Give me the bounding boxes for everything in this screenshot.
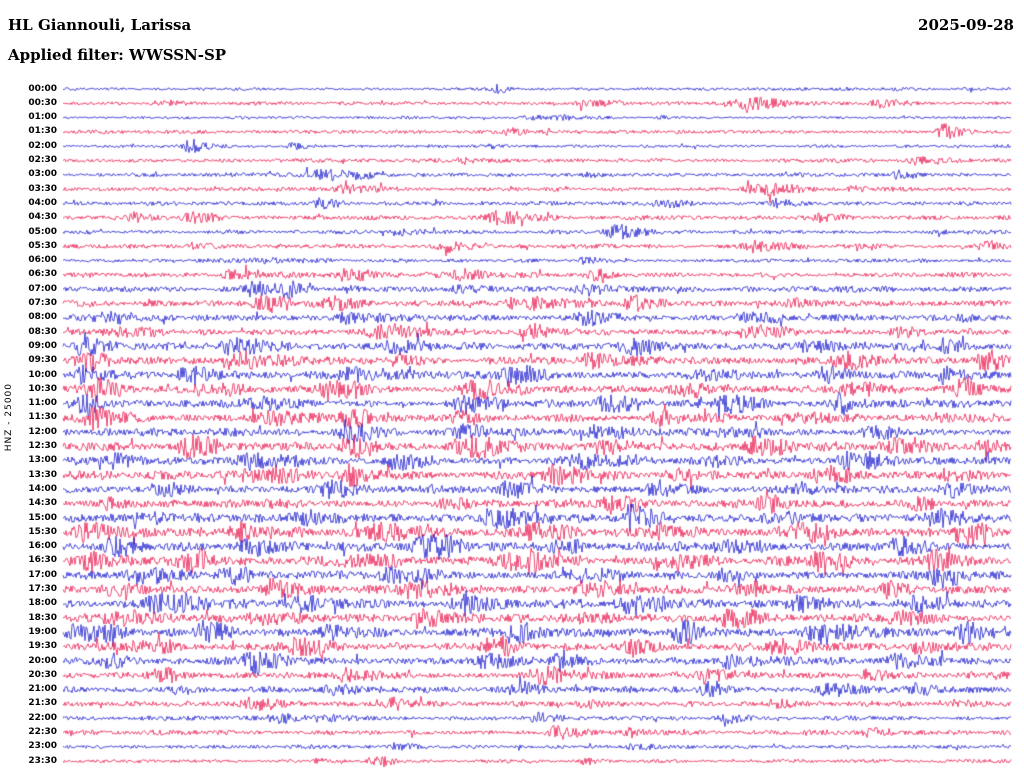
time-label: 13:30 (28, 469, 57, 480)
time-label: 22:30 (28, 727, 57, 737)
time-label: 16:30 (28, 555, 57, 566)
time-label: 12:30 (28, 441, 57, 451)
time-label: 11:00 (28, 398, 57, 409)
time-label: 07:00 (28, 283, 57, 294)
time-label: 12:00 (28, 426, 57, 437)
time-label: 05:00 (28, 226, 57, 237)
time-label: 09:30 (28, 355, 57, 366)
time-label: 23:00 (28, 741, 57, 752)
time-label: 15:00 (28, 512, 57, 523)
time-label: 19:30 (28, 641, 57, 652)
time-label: 14:00 (28, 483, 57, 494)
time-label: 07:30 (28, 298, 57, 308)
time-label: 11:30 (28, 412, 57, 423)
time-label: 06:00 (28, 255, 57, 266)
time-label: 20:30 (28, 669, 57, 680)
time-label: 01:30 (28, 126, 57, 137)
time-label: 20:00 (28, 655, 57, 666)
time-label: 18:30 (28, 612, 57, 623)
time-label: 14:30 (28, 498, 57, 509)
time-label: 21:00 (28, 684, 57, 695)
time-label: 22:00 (28, 712, 57, 723)
time-labels: 00:00 00:30 01:00 01:30 02:00 02:30 03:00 03:30… (0, 0, 60, 780)
time-label: 06:30 (28, 269, 57, 280)
time-label: 15:30 (28, 526, 57, 537)
time-label: 19:00 (28, 626, 57, 637)
time-label: 02:30 (28, 155, 57, 165)
filter-label: Applied filter: WWSSN-SP (8, 46, 227, 64)
time-label: 10:00 (28, 369, 57, 380)
time-label: 21:30 (28, 698, 57, 709)
time-label: 08:30 (28, 326, 57, 337)
time-label: 04:00 (28, 197, 57, 208)
time-label: 05:30 (28, 240, 57, 251)
time-label: 00:30 (28, 97, 57, 108)
time-label: 23:30 (28, 755, 57, 766)
time-label: 01:00 (28, 112, 57, 123)
time-label: 04:30 (28, 212, 57, 223)
time-label: 13:00 (28, 455, 57, 466)
time-label: 10:30 (28, 383, 57, 394)
time-label: 00:00 (28, 83, 57, 94)
time-label: 08:00 (28, 312, 57, 323)
time-label: 17:00 (28, 569, 57, 580)
time-label: 02:00 (28, 140, 57, 151)
time-label: 17:30 (28, 584, 57, 594)
time-label: 03:30 (28, 183, 57, 194)
time-label: 16:00 (28, 541, 57, 552)
time-label: 03:00 (28, 169, 57, 180)
station-title: HL Giannouli, Larissa (8, 16, 192, 34)
time-label: 09:00 (28, 340, 57, 351)
record-date: 2025-09-28 (918, 16, 1014, 34)
time-label: 18:00 (28, 598, 57, 609)
